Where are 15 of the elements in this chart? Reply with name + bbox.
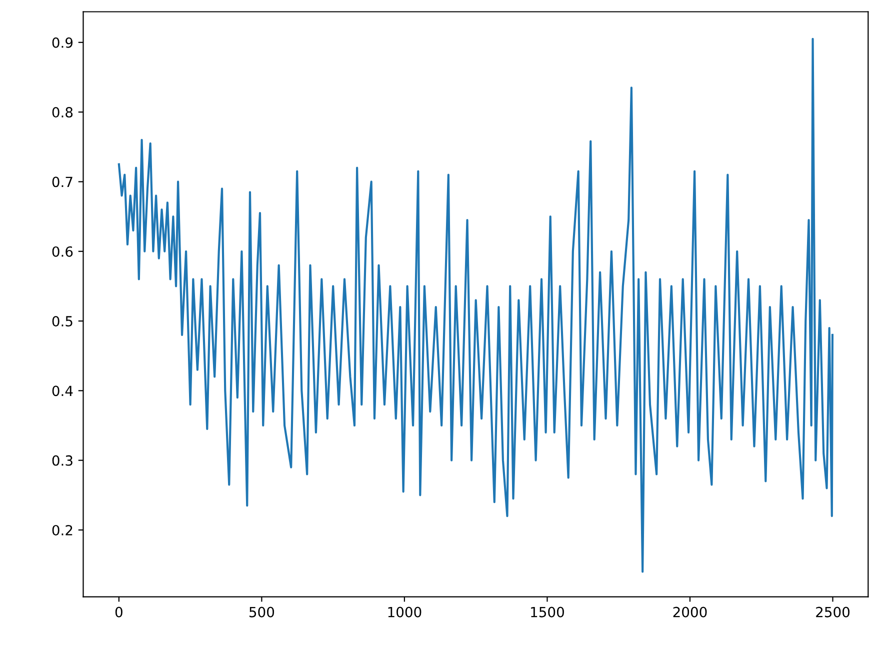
x-tick-label: 1500: [531, 606, 564, 618]
y-tick-label: 0.6: [52, 246, 73, 257]
y-tick-label: 0.4: [52, 386, 73, 396]
x-tick-label: 2500: [816, 606, 850, 618]
y-tick-label: 0.3: [52, 455, 72, 466]
y-tick-label: 0.7: [52, 176, 72, 188]
x-tick-label: 500: [250, 606, 274, 618]
line-series: [118, 38, 834, 573]
y-tick-label: 0.8: [52, 107, 73, 118]
x-tick-label: 2000: [673, 606, 707, 618]
y-tick-label: 0.5: [52, 316, 72, 326]
x-tick-label: 0: [115, 606, 122, 618]
y-tick-label: 0.2: [52, 524, 72, 536]
x-tick-label: 1000: [388, 606, 422, 618]
y-tick-label: 0.9: [52, 37, 73, 48]
